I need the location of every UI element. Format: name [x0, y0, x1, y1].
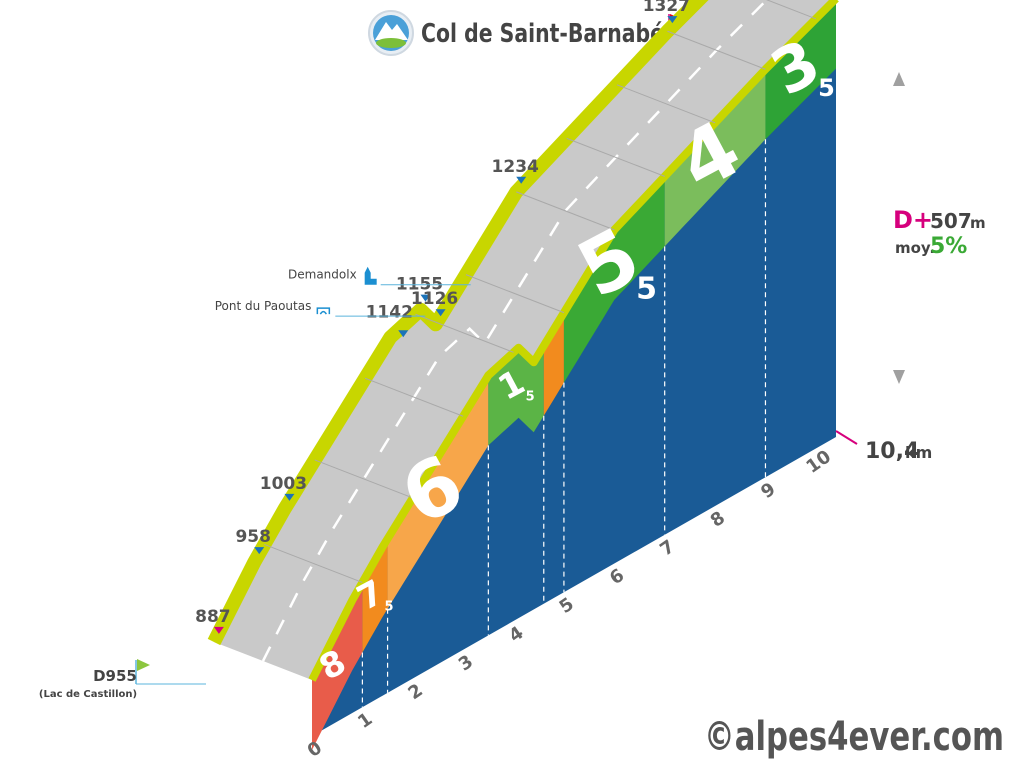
road-km-line-9 [667, 30, 766, 70]
altitude-label-887: 887 [195, 607, 231, 627]
km-tick-label-2: 2 [404, 680, 426, 704]
km-tick-label-7: 7 [656, 536, 678, 560]
place-label-0: Pont du Paoutas [215, 299, 312, 313]
altitude-label-1234: 1234 [492, 157, 539, 177]
altitude-marker-icon-7 [667, 16, 678, 24]
road-front-edge [308, 0, 839, 682]
road-km-line-7 [566, 137, 665, 177]
road-km-line-5 [465, 274, 565, 314]
road-km-line-1 [264, 543, 363, 583]
altitude-marker-icon-1 [254, 547, 265, 555]
gradient-segment-3 [488, 345, 544, 446]
km-tick-label-9: 9 [757, 479, 779, 503]
gradient-segment-6 [664, 69, 766, 247]
altitude-marker-icon-2 [284, 493, 295, 501]
km-tick-label-3: 3 [455, 651, 477, 675]
gradient-segment-5 [563, 176, 665, 383]
start-place: (Lac de Castillon) [39, 689, 137, 700]
dplus-label: D+ [893, 206, 933, 234]
km-tick-label-5: 5 [556, 594, 578, 618]
altitude-marker-icon-5 [435, 309, 446, 317]
altitude-label-1327: 1327 [643, 0, 690, 16]
church-icon [364, 266, 377, 285]
road-km-line-2 [314, 459, 413, 499]
altitude-marker-icon-6 [516, 176, 527, 184]
gradient-segments [312, 0, 836, 750]
km-tick-label-1: 1 [354, 709, 376, 733]
start-flag-icon [135, 659, 150, 684]
gradient-segment-1 [362, 538, 388, 653]
road-centre-line [261, 0, 769, 662]
altitude-label-958: 958 [235, 527, 271, 547]
altitude-marker-icon-4 [420, 294, 431, 302]
bridge-shape [316, 307, 331, 315]
gradient-label-sub-1: 5 [385, 600, 394, 615]
total-distance: 10,4 km [835, 430, 932, 464]
road-km-line-4 [415, 313, 514, 353]
road-surface [207, 0, 839, 682]
dplus-value: 507 [930, 209, 972, 233]
watermark: ©alpes4ever.com [704, 714, 1004, 760]
gradient-segment-7 [765, 0, 836, 140]
gradient-segment-2 [387, 375, 489, 609]
distance-value: 10,4 [865, 439, 919, 464]
road-km-line-6 [516, 191, 615, 231]
km-tick-label-0: 0 [304, 737, 326, 761]
climb-totals: D+ 507 m moy. 5% [893, 72, 986, 384]
altitude-marker-icon-3 [398, 330, 409, 338]
bridge-icon [316, 307, 331, 315]
distance-unit: km [905, 443, 932, 462]
mountain-logo-icon [368, 10, 414, 56]
start-marker: D955 (Lac de Castillon) [39, 659, 206, 700]
road-km-line-3 [364, 377, 464, 417]
gradient-label-sub-3: 5 [526, 389, 535, 404]
church-shape [364, 266, 377, 285]
altitude-label-1003: 1003 [260, 474, 307, 494]
km-tick-label-6: 6 [606, 565, 628, 589]
road-top [214, 0, 835, 680]
gradient-label-sub-7: 5 [818, 74, 835, 102]
place-labels: Pont du Paoutas Demandolx [215, 266, 471, 317]
km-tick-label-8: 8 [707, 507, 729, 531]
elevation-arrow-icon [893, 72, 905, 384]
km-tick-label-4: 4 [505, 622, 527, 646]
altitude-marker-icon-0 [213, 626, 224, 634]
gradient-segment-0 [312, 582, 363, 750]
average-value: 5% [930, 234, 967, 259]
distance-marker-line [835, 430, 858, 445]
road-km-line-10 [766, 0, 817, 20]
place-label-1: Demandolx [288, 268, 357, 282]
chart-title: Col de Saint-Barnabé [421, 19, 664, 49]
average-label: moy. [895, 239, 935, 257]
gradient-label-sub-5: 5 [636, 272, 657, 307]
altitude-label-1142: 1142 [366, 302, 413, 322]
road-km-line-8 [616, 84, 716, 124]
altitude-label-1126: 1126 [411, 289, 458, 309]
start-road: D955 [93, 667, 137, 685]
dplus-unit: m [970, 214, 986, 232]
